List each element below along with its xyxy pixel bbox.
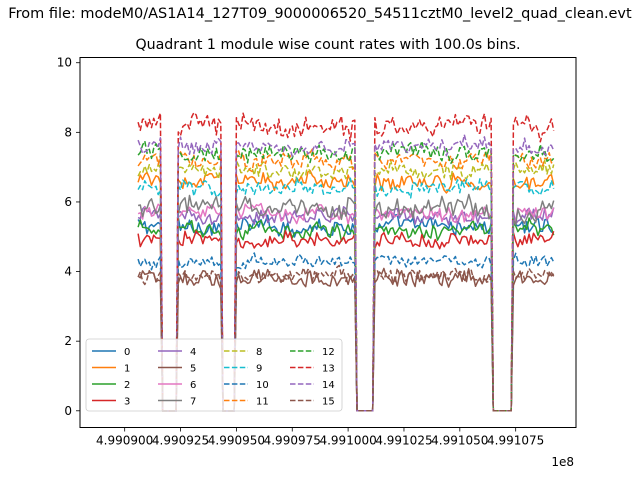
- y-tick-label: 8: [64, 125, 72, 139]
- legend-label-14: 14: [322, 380, 335, 391]
- y-tick-label: 6: [64, 195, 72, 209]
- series-line-14: [137, 133, 555, 412]
- legend-label-11: 11: [256, 397, 269, 408]
- series-line-3: [137, 230, 555, 412]
- legend-label-4: 4: [190, 347, 196, 358]
- x-tick-label: 4.990950: [208, 434, 265, 448]
- plot-frame: [79, 57, 577, 428]
- legend-box: [85, 338, 343, 412]
- series-line-7: [137, 193, 555, 412]
- legend-label-9: 9: [256, 364, 262, 375]
- x-tick-label: 4.990900: [96, 434, 153, 448]
- series-line-13: [137, 111, 555, 412]
- legend-label-13: 13: [322, 364, 335, 375]
- legend-label-5: 5: [190, 364, 196, 375]
- series-line-5: [137, 267, 555, 412]
- x-tick-label: 4.991025: [375, 434, 432, 448]
- x-tick-label: 4.991050: [431, 434, 488, 448]
- legend-label-10: 10: [256, 380, 269, 391]
- plot-series-group: [137, 111, 555, 412]
- x-tick-label: 4.991075: [487, 434, 544, 448]
- series-line-12: [137, 140, 555, 412]
- y-tick-label: 10: [57, 56, 72, 70]
- legend-label-0: 0: [124, 347, 130, 358]
- legend-label-12: 12: [322, 347, 335, 358]
- legend-label-1: 1: [124, 364, 130, 375]
- legend-label-8: 8: [256, 347, 262, 358]
- y-axis: 0 2 4 6 8 10: [57, 56, 80, 418]
- series-line-8: [137, 159, 555, 412]
- legend-label-2: 2: [124, 380, 130, 391]
- figure-suptitle: From file: modeM0/AS1A14_127T09_90000065…: [8, 6, 632, 22]
- series-line-2: [137, 217, 555, 412]
- series-line-15: [137, 264, 555, 412]
- legend-label-15: 15: [322, 397, 335, 408]
- x-axis: 4.9909004.9909254.9909504.9909754.991000…: [96, 427, 544, 448]
- legend-label-6: 6: [190, 380, 196, 391]
- legend-label-3: 3: [124, 397, 130, 408]
- x-axis-offset-label: 1e8: [551, 455, 574, 469]
- y-tick-label: 2: [64, 334, 72, 348]
- chart-title: Quadrant 1 module wise count rates with …: [135, 37, 520, 53]
- y-tick-label: 4: [64, 265, 72, 279]
- x-tick-label: 4.990975: [264, 434, 321, 448]
- x-tick-label: 4.990925: [152, 434, 209, 448]
- legend-label-7: 7: [190, 397, 196, 408]
- series-line-1: [137, 169, 555, 412]
- series-line-4: [137, 205, 555, 412]
- x-tick-label: 4.991000: [319, 434, 376, 448]
- series-line-11: [137, 148, 555, 412]
- series-line-10: [137, 252, 555, 412]
- y-tick-label: 0: [64, 404, 72, 418]
